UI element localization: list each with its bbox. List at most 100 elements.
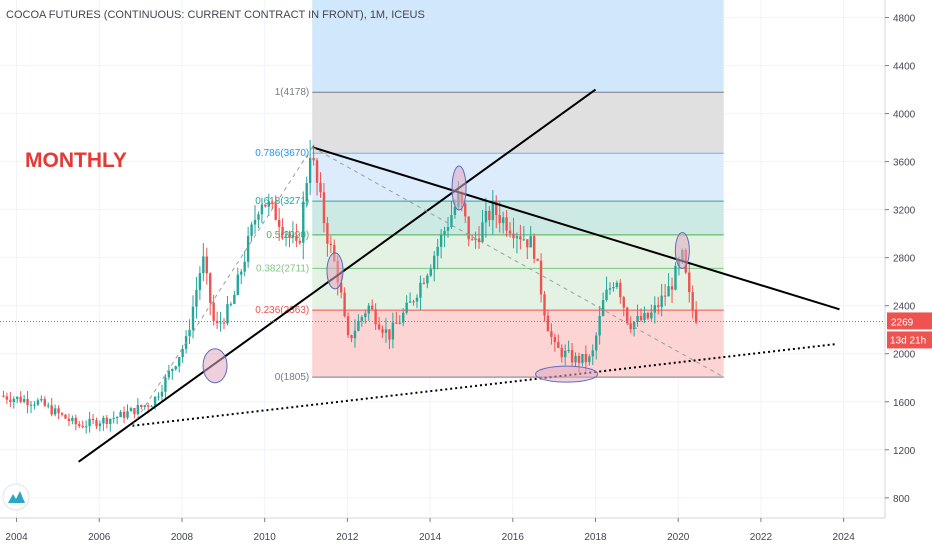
candle-body bbox=[474, 238, 477, 241]
candle-body bbox=[308, 157, 312, 184]
candle-body bbox=[305, 183, 308, 202]
candle-body bbox=[198, 273, 202, 290]
candle-body bbox=[315, 160, 319, 183]
candle-body bbox=[553, 336, 557, 343]
candle-body bbox=[581, 353, 584, 363]
countdown-label: 13d 21h bbox=[890, 335, 926, 346]
candle-body bbox=[126, 411, 129, 418]
candle-body bbox=[78, 424, 81, 427]
candle-body bbox=[281, 226, 284, 235]
trendline-dashed bbox=[131, 146, 313, 427]
candle-body bbox=[488, 210, 491, 221]
candle-body bbox=[326, 223, 329, 244]
x-tick-label: 2008 bbox=[171, 532, 194, 543]
candle-body bbox=[398, 322, 401, 324]
x-tick-label: 2010 bbox=[254, 532, 277, 543]
candle-body bbox=[346, 316, 350, 336]
candle-body bbox=[364, 313, 367, 318]
candle-body bbox=[405, 302, 408, 313]
candle-body bbox=[88, 418, 91, 427]
trendline-solid bbox=[311, 146, 840, 311]
candle-body bbox=[360, 317, 364, 321]
candle-body bbox=[557, 342, 560, 348]
candle-body bbox=[508, 230, 512, 234]
candle-body bbox=[2, 395, 5, 397]
x-tick-label: 2022 bbox=[750, 532, 773, 543]
x-tick-label: 2014 bbox=[419, 532, 442, 543]
candle-body bbox=[81, 426, 84, 428]
candle-body bbox=[402, 312, 405, 323]
candle-body bbox=[22, 399, 26, 402]
candle-body bbox=[546, 315, 550, 332]
candle-body bbox=[136, 404, 140, 415]
candle-body bbox=[343, 292, 346, 317]
candle-body bbox=[632, 321, 636, 330]
candle-body bbox=[674, 265, 677, 290]
candle-body bbox=[260, 204, 264, 215]
candle-body bbox=[629, 323, 632, 330]
candle-body bbox=[302, 201, 305, 243]
candle-body bbox=[91, 418, 95, 421]
candle-body bbox=[663, 295, 667, 297]
highlight-ellipse bbox=[202, 348, 228, 384]
candle-body bbox=[588, 356, 591, 363]
candle-body bbox=[215, 320, 219, 324]
candle-body bbox=[570, 350, 574, 363]
candle-body bbox=[601, 300, 605, 316]
trendline-dashed bbox=[311, 146, 724, 378]
candle-body bbox=[5, 396, 9, 400]
candle-body bbox=[660, 295, 663, 308]
candle-body bbox=[109, 418, 112, 424]
candle-body bbox=[453, 206, 457, 215]
fib-level-label: 0.382(2711) bbox=[256, 263, 309, 274]
logo-icon[interactable] bbox=[2, 483, 30, 511]
candle-body bbox=[591, 350, 594, 357]
fib-band bbox=[312, 92, 724, 154]
candle-body bbox=[160, 391, 164, 397]
candle-body bbox=[433, 255, 436, 270]
candle-body bbox=[229, 303, 233, 305]
candle-body bbox=[415, 297, 419, 302]
candle-body bbox=[29, 404, 33, 406]
candle-body bbox=[515, 236, 519, 239]
fib-level-label: 0.786(3670) bbox=[255, 148, 309, 159]
candle-body bbox=[129, 408, 133, 412]
candle-body bbox=[98, 423, 102, 427]
candle-body bbox=[250, 224, 253, 237]
candle-body bbox=[233, 294, 236, 304]
candle-body bbox=[40, 399, 43, 401]
fib-level-label: 0.618(3271) bbox=[255, 196, 309, 207]
candle-body bbox=[174, 366, 177, 370]
candle-body bbox=[374, 309, 377, 325]
x-tick-label: 2016 bbox=[502, 532, 525, 543]
candle-body bbox=[222, 322, 226, 324]
x-tick-label: 2006 bbox=[88, 532, 111, 543]
candle-body bbox=[408, 301, 412, 303]
candle-body bbox=[391, 322, 395, 340]
candle-body bbox=[115, 417, 119, 419]
candle-body bbox=[240, 271, 243, 275]
candle-body bbox=[357, 320, 360, 331]
candle-body bbox=[284, 234, 288, 236]
candle-body bbox=[236, 274, 239, 295]
candle-body bbox=[691, 292, 694, 311]
x-tick-label: 2018 bbox=[584, 532, 607, 543]
candle-body bbox=[33, 404, 36, 406]
candle-body bbox=[60, 413, 64, 415]
candle-body bbox=[536, 258, 539, 261]
candle-body bbox=[140, 404, 143, 407]
x-tick-label: 2020 bbox=[667, 532, 690, 543]
candle-body bbox=[295, 235, 298, 241]
candle-body bbox=[608, 288, 612, 290]
candle-body bbox=[650, 312, 653, 319]
candle-body bbox=[171, 369, 174, 372]
chart-title: COCOA FUTURES (CONTINUOUS: CURRENT CONTR… bbox=[6, 9, 425, 21]
price-axis-background bbox=[885, 0, 932, 550]
fib-level-label: 0.236(2363) bbox=[255, 305, 309, 316]
candle-body bbox=[612, 287, 615, 289]
candle-body bbox=[574, 355, 577, 363]
candle-body bbox=[657, 305, 660, 308]
candle-body bbox=[567, 350, 570, 352]
candle-body bbox=[150, 406, 153, 408]
candle-body bbox=[694, 310, 698, 323]
